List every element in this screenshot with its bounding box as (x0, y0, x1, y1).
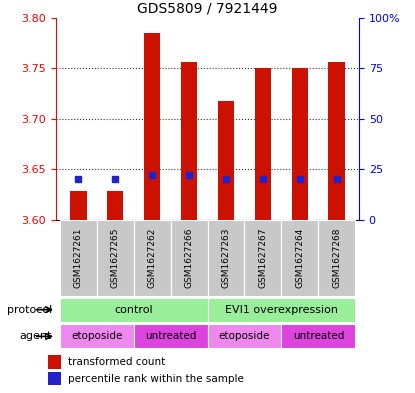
Text: transformed count: transformed count (68, 357, 165, 367)
Bar (318, 220, 355, 296)
Text: GSM1627264: GSM1627264 (295, 228, 304, 288)
Text: GSM1627267: GSM1627267 (259, 228, 267, 288)
Bar (208, 298, 355, 322)
Text: protocol: protocol (7, 305, 52, 315)
Title: GDS5809 / 7921449: GDS5809 / 7921449 (137, 1, 278, 15)
Text: GSM1627268: GSM1627268 (332, 228, 341, 288)
Bar (217, 101, 234, 220)
Bar (208, 220, 244, 296)
Bar (60, 298, 207, 322)
Text: etoposide: etoposide (219, 331, 270, 342)
Text: untreated: untreated (145, 331, 196, 342)
Bar (97, 220, 134, 296)
Bar (171, 220, 208, 296)
Bar (281, 220, 318, 296)
Bar (60, 324, 134, 349)
Text: GSM1627261: GSM1627261 (74, 228, 83, 288)
Bar (60, 220, 97, 296)
Bar (244, 220, 281, 296)
Bar (70, 191, 86, 220)
Bar (107, 191, 123, 220)
Text: agent: agent (20, 331, 52, 342)
Bar (208, 324, 281, 349)
Bar (292, 68, 308, 220)
Text: EVI1 overexpression: EVI1 overexpression (225, 305, 338, 315)
Text: etoposide: etoposide (71, 331, 122, 342)
Bar (134, 220, 171, 296)
Text: percentile rank within the sample: percentile rank within the sample (68, 374, 244, 384)
Text: GSM1627266: GSM1627266 (185, 228, 193, 288)
Bar (48, 372, 61, 385)
Bar (329, 62, 345, 220)
Bar (181, 62, 198, 220)
Bar (281, 324, 355, 349)
Bar (134, 324, 208, 349)
Bar (144, 33, 160, 220)
Text: GSM1627265: GSM1627265 (111, 228, 120, 288)
Text: GSM1627263: GSM1627263 (222, 228, 230, 288)
Bar (48, 355, 61, 369)
Text: untreated: untreated (293, 331, 344, 342)
Text: GSM1627262: GSM1627262 (148, 228, 156, 288)
Text: control: control (114, 305, 153, 315)
Bar (255, 68, 271, 220)
